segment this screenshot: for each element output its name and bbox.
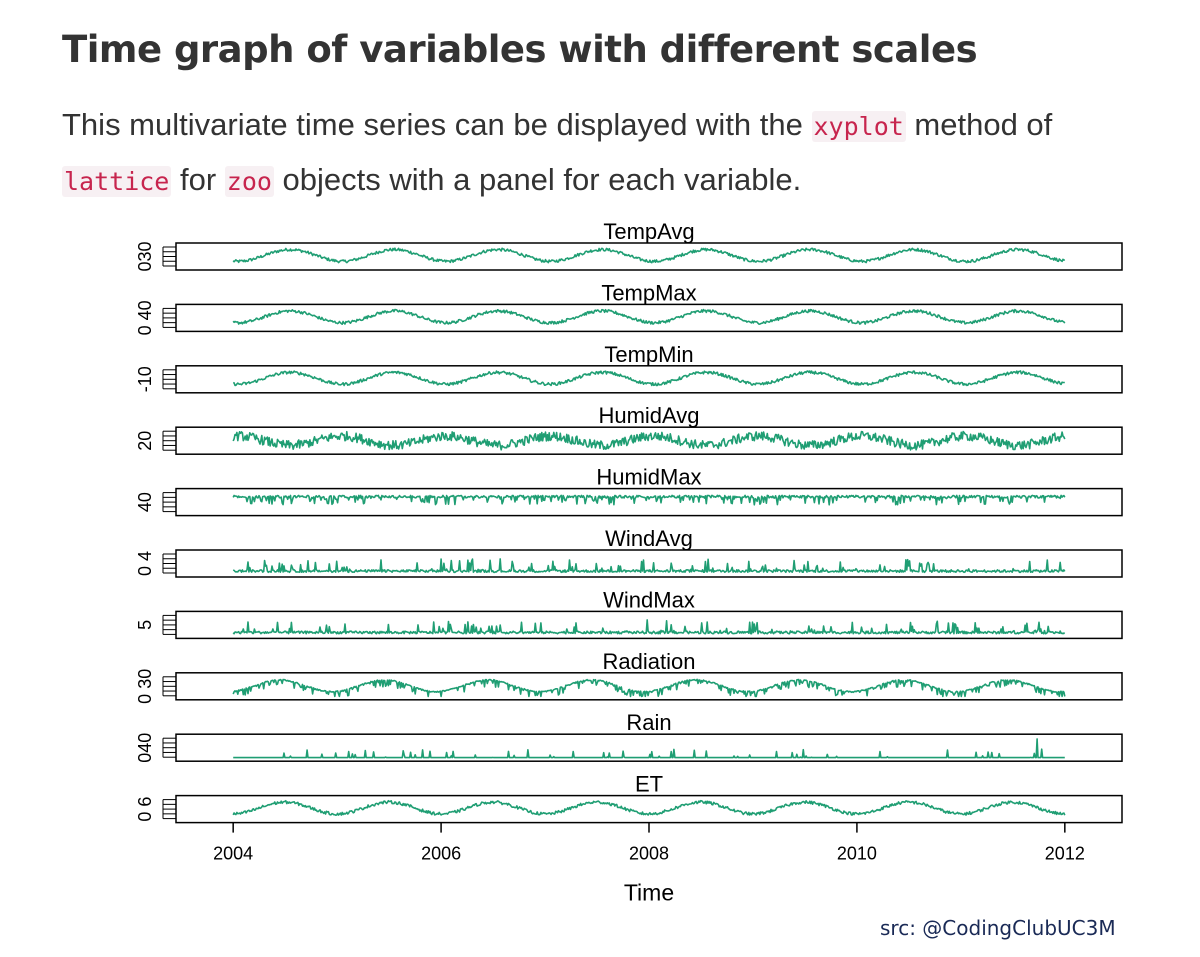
series-line-windavg xyxy=(232,558,1066,574)
panel-box-humidavg xyxy=(175,426,1123,455)
panel-box-windavg xyxy=(175,549,1123,578)
panel-box-tempmax xyxy=(175,303,1123,333)
y-tick-label-tempmin: -10 xyxy=(135,366,155,392)
series-line-radiation xyxy=(232,678,1066,698)
x-tick-label: 2006 xyxy=(421,844,461,864)
panel-box-tempavg xyxy=(175,242,1123,271)
source-credit: src: @CodingClubUC3M xyxy=(880,916,1116,940)
panel-title-rain: Rain xyxy=(626,710,671,735)
panel-box-rain xyxy=(175,733,1123,762)
series-line-et xyxy=(232,799,1066,816)
y-tick-label-tempavg: 030 xyxy=(135,241,155,271)
x-tick-label: 2008 xyxy=(629,844,669,864)
series-line-rain xyxy=(233,738,1065,759)
panel-box-radiation xyxy=(175,672,1123,701)
panel-title-humidmax: HumidMax xyxy=(596,465,701,490)
y-tick-label-tempmax: 0 40 xyxy=(135,300,155,335)
panel-title-windmax: WindMax xyxy=(603,587,695,612)
page-title: Time graph of variables with different s… xyxy=(62,28,978,71)
code-zoo: zoo xyxy=(224,166,274,197)
description-text-4: objects with a panel for each variable. xyxy=(273,162,802,197)
y-tick-label-humidavg: 20 xyxy=(135,431,155,451)
y-tick-label-rain: 040 xyxy=(135,733,155,763)
code-xyplot: xyplot xyxy=(811,111,906,142)
panel-title-et: ET xyxy=(635,772,663,797)
x-tick-label: 2004 xyxy=(213,844,253,864)
series-line-tempmin xyxy=(232,370,1065,387)
y-tick-label-radiation: 0 30 xyxy=(135,669,155,704)
description-text-3: for xyxy=(171,162,225,197)
x-tick-label: 2010 xyxy=(837,844,877,864)
panel-box-humidmax xyxy=(175,487,1123,517)
series-line-humidavg xyxy=(232,430,1066,451)
panel-title-windavg: WindAvg xyxy=(605,526,693,551)
panel-title-tempmax: TempMax xyxy=(601,280,696,305)
panel-box-tempmin xyxy=(175,365,1123,394)
y-tick-label-et: 0 6 xyxy=(135,797,155,822)
y-tick-label-windmax: 5 xyxy=(135,620,155,630)
x-tick-label: 2012 xyxy=(1045,844,1085,864)
series-line-tempmax xyxy=(232,308,1066,325)
y-tick-label-humidmax: 40 xyxy=(135,492,155,512)
series-line-humidmax xyxy=(232,494,1066,506)
description-text-1: This multivariate time series can be dis… xyxy=(62,107,812,142)
panel-title-tempmin: TempMin xyxy=(604,342,693,367)
description-text-2: method of xyxy=(905,107,1053,142)
panel-title-radiation: Radiation xyxy=(603,649,696,674)
panel-title-humidavg: HumidAvg xyxy=(598,403,699,428)
series-line-windmax xyxy=(232,619,1066,635)
series-line-tempavg xyxy=(232,247,1066,264)
panel-box-windmax xyxy=(175,610,1123,640)
description-paragraph: This multivariate time series can be dis… xyxy=(62,98,1152,208)
x-axis-label: Time xyxy=(624,880,674,906)
panel-title-tempavg: TempAvg xyxy=(603,219,694,244)
y-tick-label-windavg: 0 4 xyxy=(135,551,155,576)
code-lattice: lattice xyxy=(62,166,172,197)
